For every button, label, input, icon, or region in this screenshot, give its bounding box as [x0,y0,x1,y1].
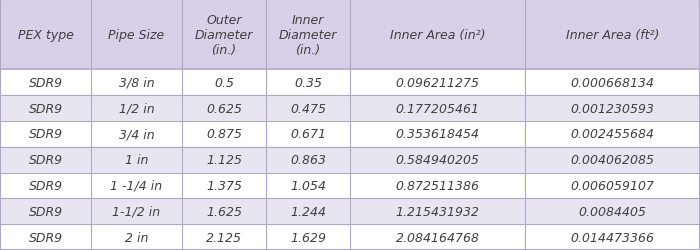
Text: 2.084164768: 2.084164768 [395,231,480,243]
Text: 0.872511386: 0.872511386 [395,179,480,192]
Text: Inner Area (ft²): Inner Area (ft²) [566,28,659,42]
Bar [0,0,700,70]
Text: 1 in: 1 in [125,154,148,166]
Bar [0,198,700,224]
Text: SDR9: SDR9 [29,179,62,192]
Text: 0.002455684: 0.002455684 [570,128,655,141]
Text: 0.177205461: 0.177205461 [395,102,480,115]
Text: 1.629: 1.629 [290,231,326,243]
Text: 1 -1/4 in: 1 -1/4 in [111,179,162,192]
Text: Inner Area (in²): Inner Area (in²) [390,28,485,42]
Text: 0.004062085: 0.004062085 [570,154,655,166]
Text: 1/2 in: 1/2 in [119,102,154,115]
Text: 2 in: 2 in [125,231,148,243]
Bar [0,147,700,173]
Text: 0.875: 0.875 [206,128,242,141]
Text: SDR9: SDR9 [29,205,62,218]
Text: 1.125: 1.125 [206,154,242,166]
Text: Pipe Size: Pipe Size [108,28,164,42]
Text: SDR9: SDR9 [29,76,62,89]
Text: 0.863: 0.863 [290,154,326,166]
Text: 1-1/2 in: 1-1/2 in [113,205,160,218]
Text: 1.215431932: 1.215431932 [395,205,480,218]
Text: 0.006059107: 0.006059107 [570,179,655,192]
Text: PEX type: PEX type [18,28,74,42]
Text: 0.5: 0.5 [214,76,234,89]
Text: 3/4 in: 3/4 in [119,128,154,141]
Bar [0,173,700,199]
Text: 0.353618454: 0.353618454 [395,128,480,141]
Bar [0,122,700,147]
Text: 0.475: 0.475 [290,102,326,115]
Text: 0.584940205: 0.584940205 [395,154,480,166]
Text: Outer
Diameter
(in.): Outer Diameter (in.) [195,14,253,56]
Text: 1.375: 1.375 [206,179,242,192]
Text: 0.671: 0.671 [290,128,326,141]
Bar [0,96,700,122]
Text: 0.0084405: 0.0084405 [578,205,647,218]
Text: 0.000668134: 0.000668134 [570,76,655,89]
Bar [0,224,700,250]
Text: SDR9: SDR9 [29,128,62,141]
Text: 1.054: 1.054 [290,179,326,192]
Text: 0.014473366: 0.014473366 [570,231,655,243]
Text: Inner
Diameter
(in.): Inner Diameter (in.) [279,14,337,56]
Text: 0.625: 0.625 [206,102,242,115]
Text: SDR9: SDR9 [29,102,62,115]
Text: 0.001230593: 0.001230593 [570,102,655,115]
Text: SDR9: SDR9 [29,154,62,166]
Text: 3/8 in: 3/8 in [119,76,154,89]
Text: 1.244: 1.244 [290,205,326,218]
Text: 0.35: 0.35 [294,76,322,89]
Bar [0,70,700,96]
Text: SDR9: SDR9 [29,231,62,243]
Text: 1.625: 1.625 [206,205,242,218]
Text: 0.096211275: 0.096211275 [395,76,480,89]
Text: 2.125: 2.125 [206,231,242,243]
